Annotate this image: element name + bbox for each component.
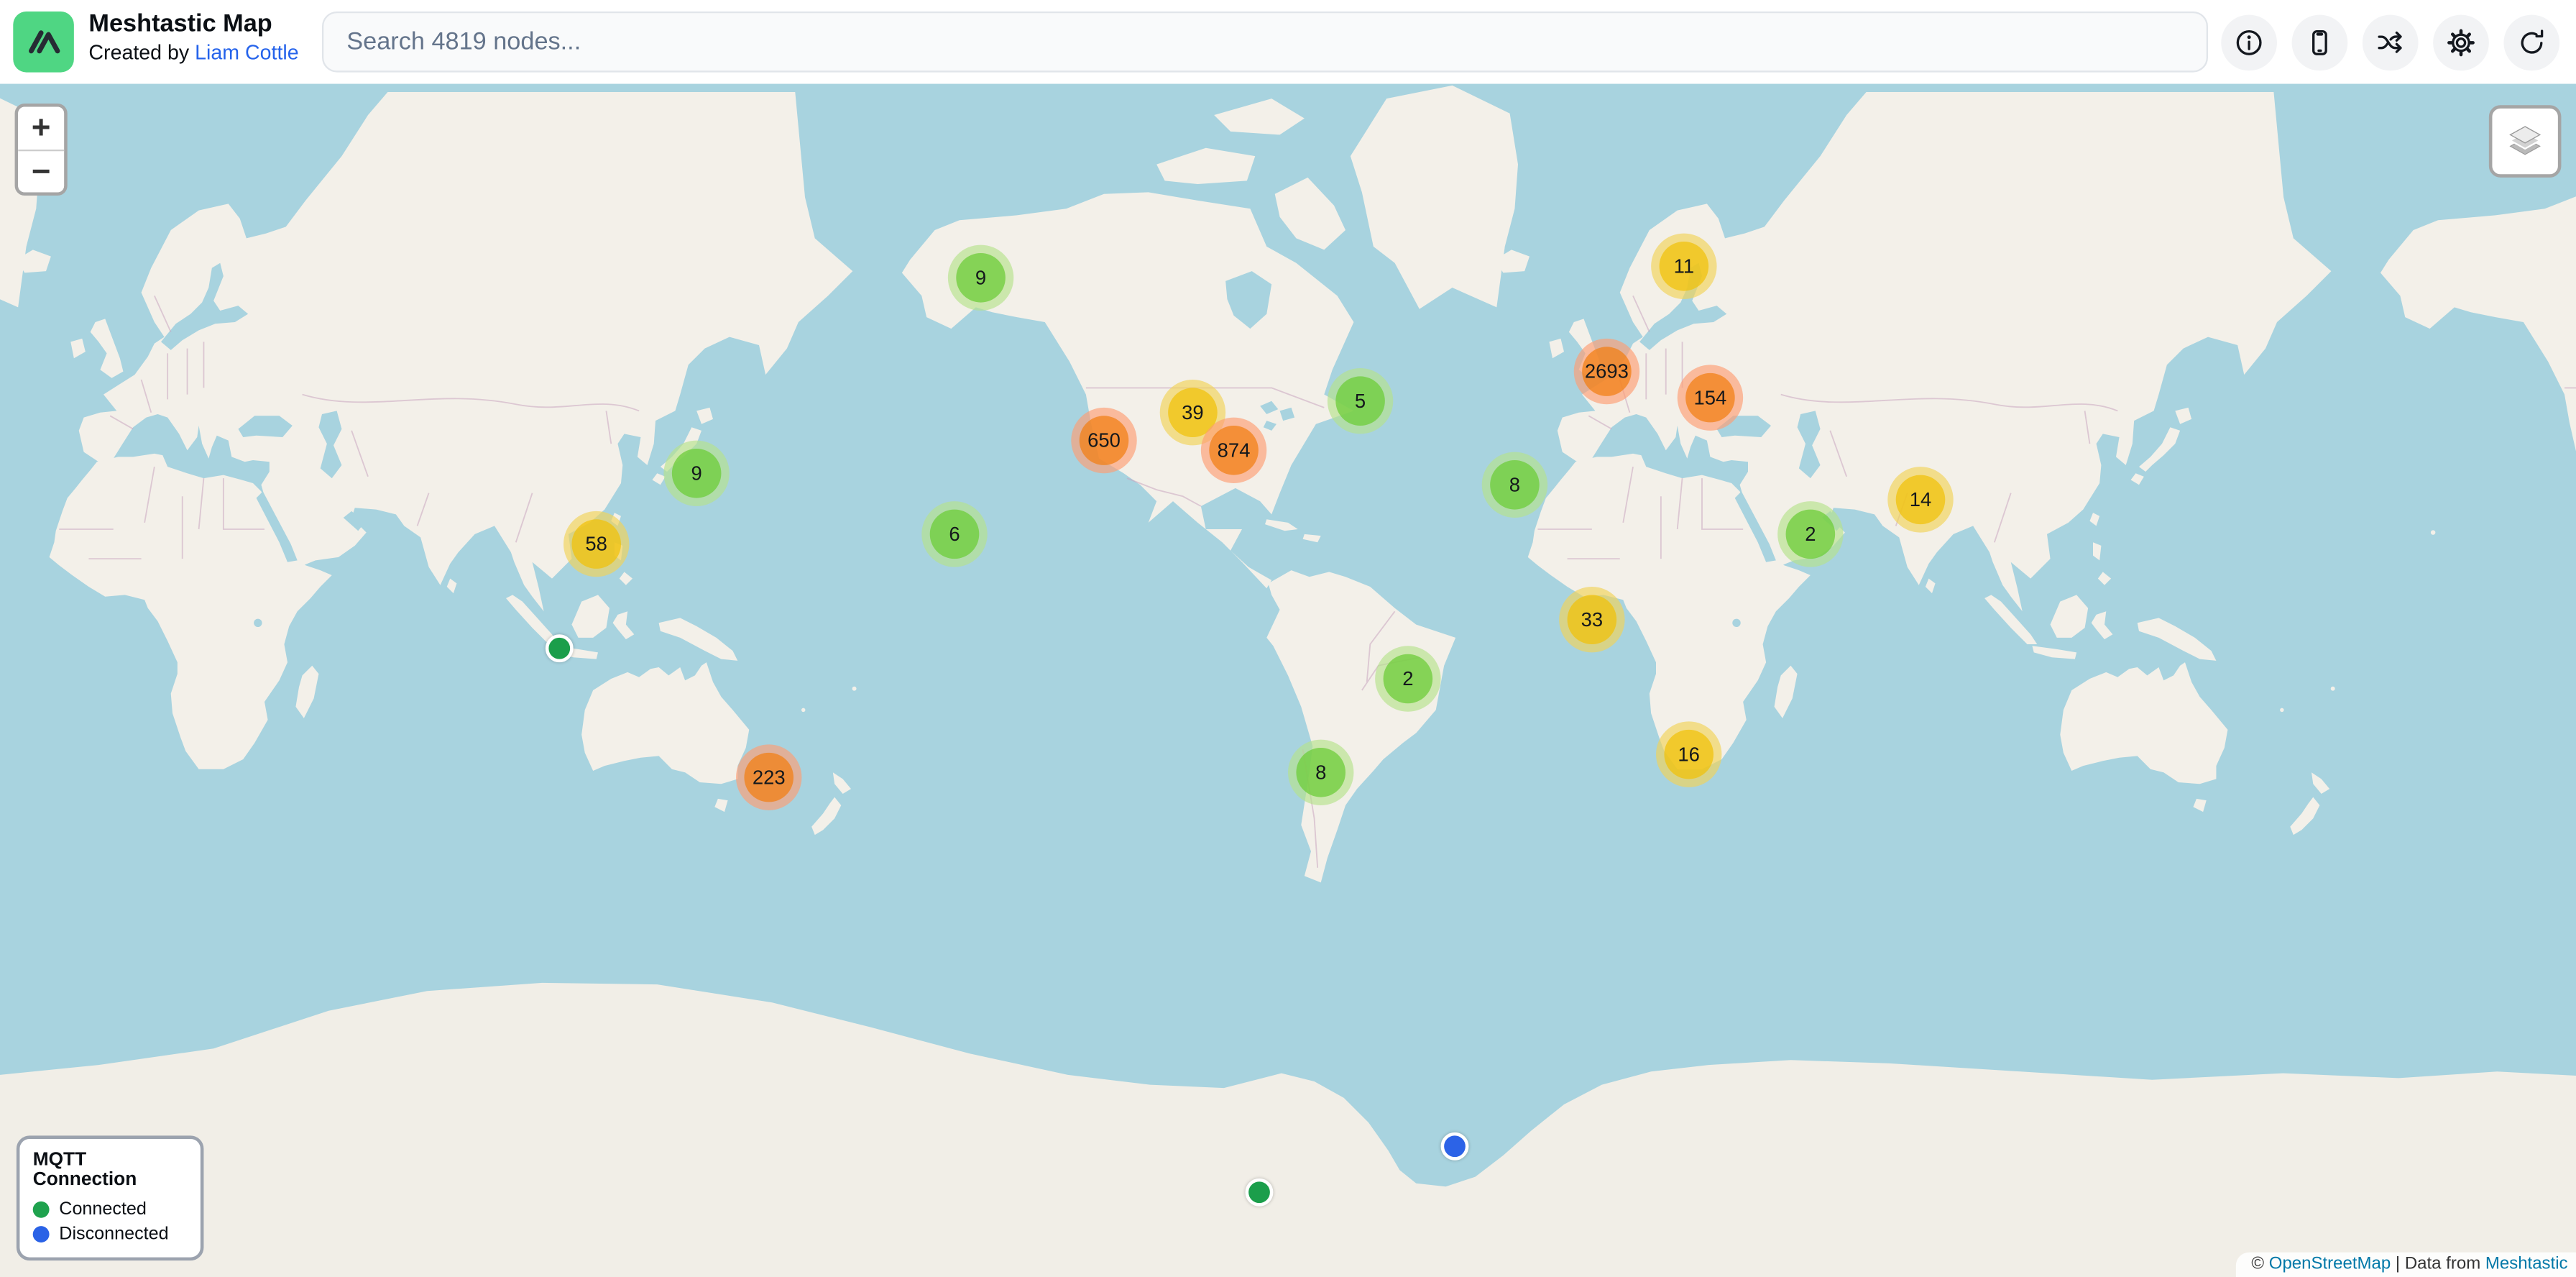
cluster-count: 8 xyxy=(1490,460,1540,510)
info-icon xyxy=(2232,25,2266,58)
byline-prefix: Created by xyxy=(88,40,196,64)
cluster-count: 2 xyxy=(1383,654,1433,704)
meshtastic-logo-icon xyxy=(13,12,74,73)
cluster-count: 14 xyxy=(1895,475,1946,525)
cluster-marker[interactable]: 2 xyxy=(1375,646,1441,712)
cluster-count: 2 xyxy=(1785,509,1836,559)
antarctica xyxy=(0,982,2576,1277)
cluster-marker[interactable]: 14 xyxy=(1887,467,1954,533)
mobile-button[interactable] xyxy=(2291,14,2348,70)
cluster-marker[interactable]: 874 xyxy=(1200,417,1267,483)
cluster-count: 8 xyxy=(1296,748,1346,797)
page-title: Meshtastic Map xyxy=(88,9,272,38)
cluster-marker[interactable]: 2 xyxy=(1777,501,1844,567)
node-marker-connected[interactable] xyxy=(1244,1177,1273,1206)
cluster-marker[interactable]: 8 xyxy=(1481,452,1548,518)
cluster-count: 11 xyxy=(1659,242,1709,291)
shuffle-icon xyxy=(2374,25,2407,58)
cluster-marker[interactable]: 650 xyxy=(1071,407,1137,474)
node-marker-disconnected[interactable] xyxy=(1440,1131,1468,1160)
map-attribution: © OpenStreetMap | Data from Meshtastic xyxy=(2236,1252,2576,1277)
cluster-count: 650 xyxy=(1079,416,1129,465)
cluster-marker[interactable]: 58 xyxy=(564,511,630,577)
legend-label: Disconnected xyxy=(59,1224,169,1245)
cluster-count: 33 xyxy=(1567,595,1617,645)
cluster-count: 154 xyxy=(1685,372,1735,423)
meshtastic-link[interactable]: Meshtastic xyxy=(2485,1254,2568,1274)
cluster-marker[interactable]: 9 xyxy=(663,440,730,507)
mobile-icon xyxy=(2304,25,2337,58)
cluster-count: 5 xyxy=(1335,376,1385,426)
cluster-count: 2693 xyxy=(1582,347,1632,396)
legend-rows: Connected Disconnected xyxy=(32,1199,188,1245)
legend-dot-disconnected xyxy=(32,1226,50,1243)
gear-icon xyxy=(2444,25,2478,58)
copyright-text: © xyxy=(2251,1254,2269,1274)
cluster-count: 9 xyxy=(956,253,1006,303)
byline: Created by Liam Cottle xyxy=(88,41,298,67)
attribution-middle-text: | Data from xyxy=(2391,1254,2485,1274)
node-marker-connected[interactable] xyxy=(544,633,573,662)
cluster-marker[interactable]: 16 xyxy=(1656,721,1722,787)
legend-item-disconnected: Disconnected xyxy=(32,1224,188,1245)
cluster-marker[interactable]: 33 xyxy=(1559,587,1625,653)
cluster-marker[interactable]: 5 xyxy=(1327,368,1394,434)
header-bar: Meshtastic Map Created by Liam Cottle xyxy=(0,0,2576,84)
zoom-out-button[interactable]: − xyxy=(18,150,65,193)
refresh-button[interactable] xyxy=(2503,14,2560,70)
zoom-in-button[interactable]: + xyxy=(18,106,65,150)
cluster-marker[interactable]: 11 xyxy=(1651,233,1717,300)
layers-control[interactable] xyxy=(2488,105,2562,178)
shuffle-button[interactable] xyxy=(2362,14,2419,70)
layers-icon xyxy=(2508,126,2542,155)
cluster-marker[interactable]: 8 xyxy=(1288,739,1354,805)
legend-label: Connected xyxy=(59,1199,147,1220)
cluster-marker[interactable]: 2693 xyxy=(1573,338,1640,405)
cluster-count: 6 xyxy=(929,509,980,559)
refresh-icon xyxy=(2515,25,2548,58)
legend-dot-connected xyxy=(32,1201,50,1218)
openstreetmap-link[interactable]: OpenStreetMap xyxy=(2268,1254,2391,1274)
zoom-control: + − xyxy=(14,104,68,196)
cluster-count: 58 xyxy=(571,519,622,569)
title-block: Meshtastic Map Created by Liam Cottle xyxy=(88,10,298,67)
cluster-count: 9 xyxy=(671,449,722,498)
cluster-count: 16 xyxy=(1664,729,1714,779)
settings-button[interactable] xyxy=(2433,14,2489,70)
search-input[interactable] xyxy=(322,12,2209,73)
author-link[interactable]: Liam Cottle xyxy=(195,40,299,64)
cluster-marker[interactable]: 154 xyxy=(1677,365,1744,431)
search-bar xyxy=(322,12,2209,73)
cluster-count: 874 xyxy=(1209,426,1259,475)
cluster-marker[interactable]: 223 xyxy=(736,744,802,810)
cluster-marker[interactable]: 9 xyxy=(947,244,1014,311)
cluster-count: 223 xyxy=(744,752,794,802)
cluster-marker[interactable]: 6 xyxy=(921,501,988,567)
info-button[interactable] xyxy=(2221,14,2278,70)
legend-item-connected: Connected xyxy=(32,1199,188,1220)
mqtt-connection-legend: MQTT Connection Connected Disconnected xyxy=(16,1135,204,1261)
legend-title: MQTT Connection xyxy=(32,1150,137,1190)
header-buttons xyxy=(2221,14,2560,70)
